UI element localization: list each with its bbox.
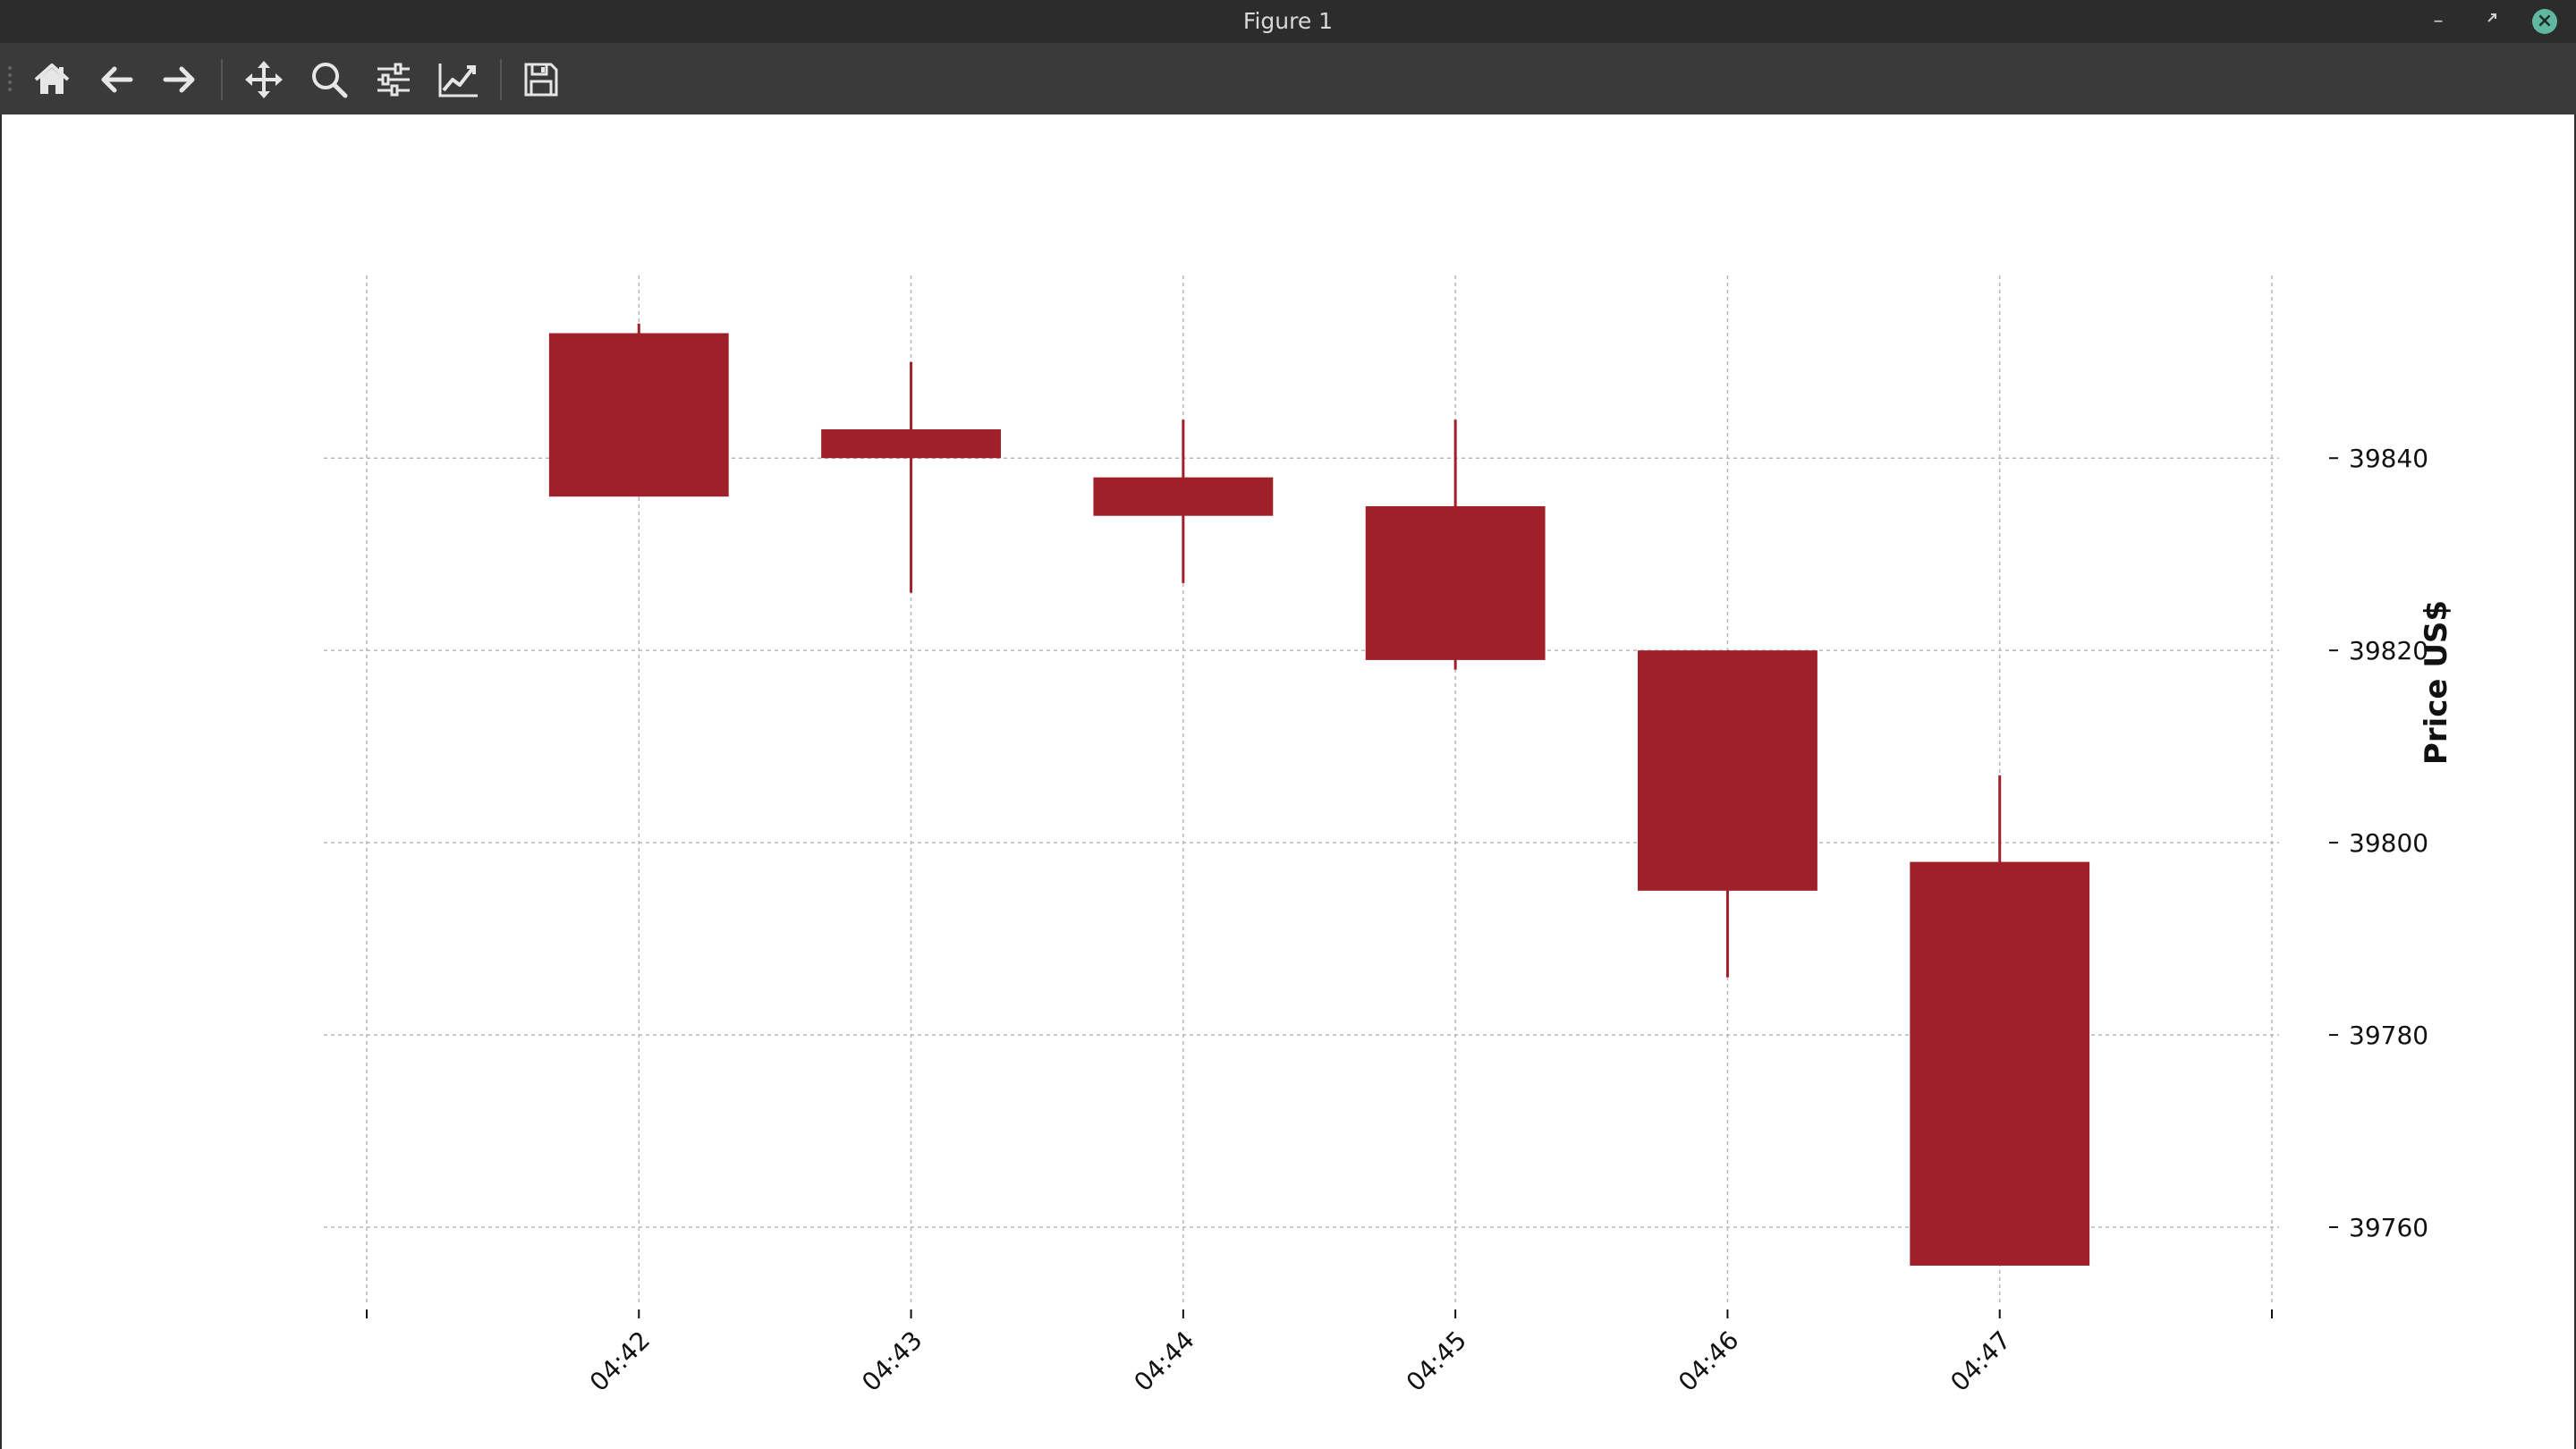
candle-body (821, 428, 1001, 459)
zoom-magnifier-icon (312, 63, 348, 98)
pan-move-icon (245, 61, 283, 98)
forward-button[interactable] (157, 57, 202, 102)
x-tick-label: 04:42 (584, 1326, 656, 1397)
candles (548, 323, 2090, 1267)
configure-subplots-button[interactable] (371, 57, 416, 102)
toolbar-separator (500, 59, 502, 100)
save-button[interactable] (519, 57, 564, 102)
y-tick-label: 39780 (2349, 1021, 2428, 1050)
edit-axis-icon (438, 64, 478, 97)
window-title: Figure 1 (1242, 8, 1334, 34)
restore-icon[interactable] (2478, 7, 2506, 36)
forward-arrow-icon (163, 66, 195, 93)
edit-axis-button[interactable] (436, 57, 480, 102)
y-tick-label: 39760 (2349, 1213, 2428, 1242)
candle-body (1638, 650, 1818, 891)
y-tick-label: 39840 (2349, 444, 2428, 473)
y-axis-label: Price US$ (2419, 600, 2454, 765)
candle-body (1365, 505, 1546, 660)
toolbar-grip[interactable] (7, 64, 13, 95)
back-arrow-icon (101, 66, 133, 93)
candle-body (1093, 477, 1274, 516)
pan-button[interactable] (242, 57, 286, 102)
save-floppy-icon (524, 63, 558, 97)
figure-canvas[interactable] (0, 114, 2576, 1449)
minimize-icon[interactable]: – (2433, 10, 2444, 32)
candlestick-chart: 39760 39780 39800 39820 39840 04:42 04:43 04:44… (324, 275, 2454, 1397)
home-icon (34, 64, 70, 94)
candle-body (548, 333, 729, 497)
candle-body (1910, 861, 2090, 1267)
zoom-button[interactable] (307, 57, 352, 102)
y-tick-label: 39800 (2349, 828, 2428, 858)
figure-toolbar (0, 43, 2576, 114)
x-tick-label: 04:45 (1401, 1326, 1472, 1397)
close-icon[interactable]: × (2532, 9, 2557, 34)
x-tick-label: 04:46 (1673, 1326, 1744, 1397)
back-button[interactable] (94, 57, 139, 102)
configure-subplots-icon (377, 63, 410, 97)
window-titlebar: Figure 1 – × (0, 0, 2576, 43)
x-tick-label: 04:47 (1945, 1326, 2016, 1397)
home-button[interactable] (30, 57, 74, 102)
x-tick-label: 04:43 (856, 1326, 928, 1397)
y-tick-label: 39820 (2349, 636, 2428, 665)
toolbar-separator (221, 59, 223, 100)
x-tick-label: 04:44 (1128, 1326, 1199, 1397)
